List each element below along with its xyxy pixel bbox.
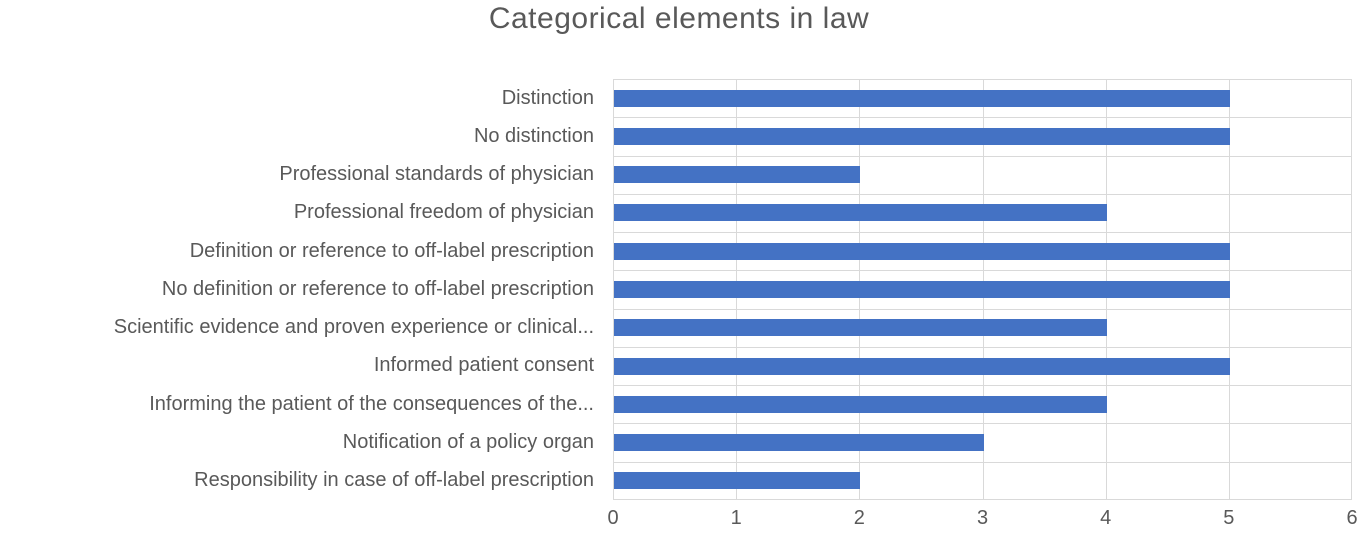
gridline-vertical (1351, 79, 1352, 500)
gridline-horizontal (613, 308, 1352, 310)
plot-area (613, 79, 1352, 500)
bar (614, 204, 1107, 222)
y-axis-line (613, 79, 614, 500)
bar (614, 434, 984, 452)
x-tick-label: 1 (730, 507, 742, 529)
x-tick-label: 0 (607, 507, 619, 529)
bar (614, 127, 1230, 145)
x-tick-label: 4 (1100, 507, 1112, 529)
gridline-horizontal (613, 117, 1352, 119)
category-label: Informed patient consent (373, 354, 594, 377)
bar (614, 166, 861, 184)
category-label: Responsibility in case of off-label pres… (194, 469, 594, 492)
bar (614, 357, 1230, 375)
gridline-horizontal (613, 155, 1352, 157)
x-tick-label: 5 (1223, 507, 1235, 529)
gridline-horizontal (613, 79, 1352, 80)
category-label: Definition or reference to off-label pre… (189, 239, 594, 262)
bar (614, 395, 1107, 413)
gridline-horizontal (613, 461, 1352, 463)
bar (614, 281, 1230, 298)
bar (614, 472, 861, 490)
gridline-horizontal (613, 193, 1352, 195)
gridline-horizontal (613, 270, 1352, 272)
x-tick-label: 2 (853, 507, 865, 529)
gridline-horizontal (613, 423, 1352, 425)
category-label: Professional freedom of physician (293, 201, 594, 224)
category-label: Informing the patient of the consequence… (149, 392, 594, 415)
category-axis-labels: Distinction No distinction Professional st… (0, 79, 602, 500)
category-label: No distinction (473, 124, 594, 147)
category-label: Scientific evidence and proven experienc… (113, 316, 594, 339)
chart-title: Categorical elements in law (488, 2, 870, 35)
gridline-horizontal (613, 346, 1352, 348)
gridline-horizontal (613, 232, 1352, 234)
x-tick-label: 3 (976, 507, 989, 529)
bar (614, 89, 1230, 107)
category-label: Professional standards of physician (279, 163, 594, 186)
bar (614, 319, 1107, 337)
bar (614, 242, 1230, 260)
gridline-horizontal (613, 385, 1352, 387)
category-label: No definition or reference to off-label … (161, 277, 594, 300)
x-axis-tick-labels: 0 1 2 3 4 5 6 (607, 507, 1357, 537)
x-tick-label: 6 (1346, 507, 1358, 529)
category-label: Notification of a policy organ (342, 431, 594, 454)
gridline-horizontal (613, 499, 1352, 500)
category-label: Distinction (501, 86, 594, 109)
